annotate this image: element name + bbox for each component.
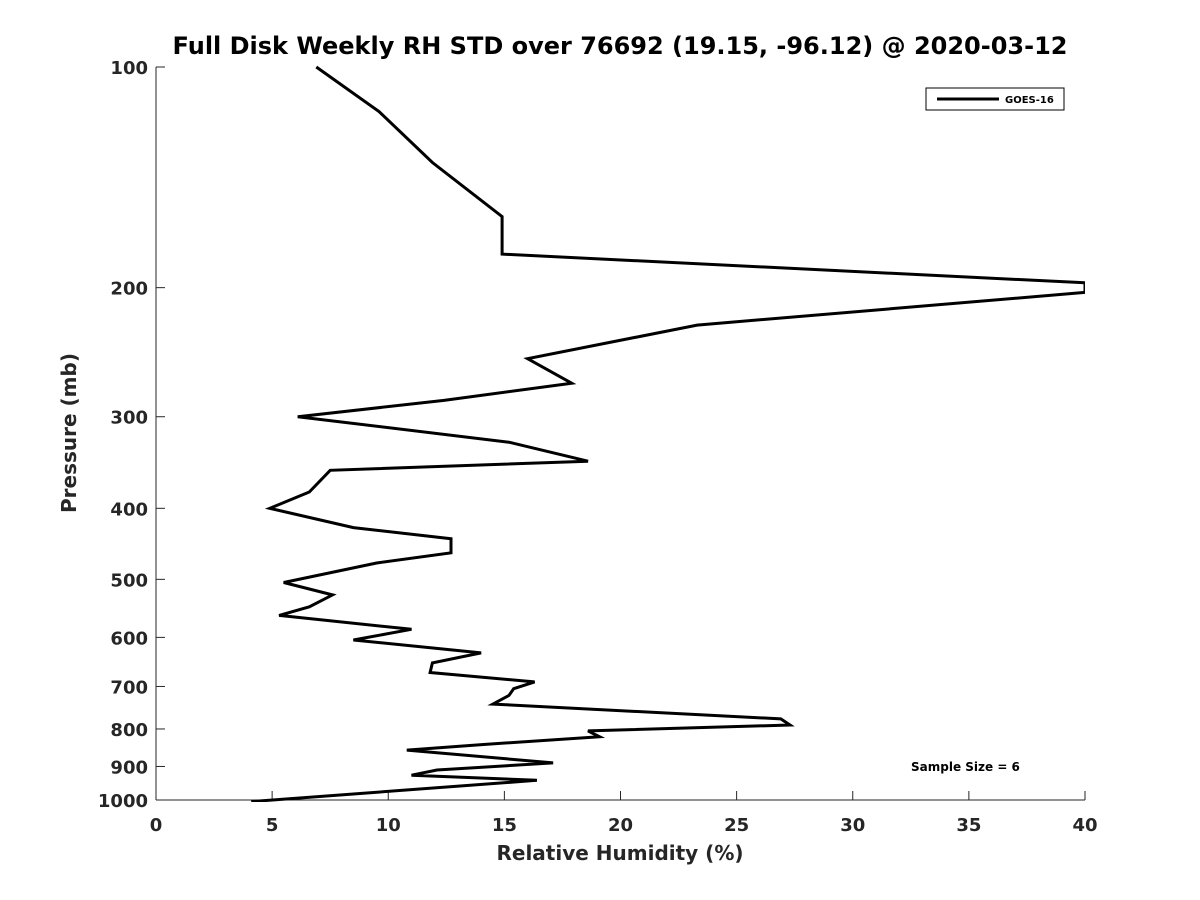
x-axis-ticks: 0 5 10 15 20 25 30 35 40 [150,791,1098,836]
x-tick-label: 10 [376,815,401,836]
x-tick-label: 5 [266,815,279,836]
y-tick-label: 400 [110,499,148,520]
x-axis-label: Relative Humidity (%) [496,841,743,865]
x-tick-label: 40 [1072,815,1097,836]
legend-label-goes-16: GOES-16 [1005,95,1054,106]
y-tick-label: 900 [110,757,148,778]
y-tick-label: 300 [110,408,148,429]
axes [155,67,1085,801]
y-tick-label: 100 [110,58,148,79]
x-tick-label: 30 [840,815,865,836]
series-line-goes-16 [251,65,1085,802]
y-tick-label: 200 [110,279,148,300]
y-axis-label: Pressure (mb) [57,353,81,513]
x-tick-label: 0 [150,815,163,836]
legend: GOES-16 [925,87,1065,111]
y-tick-label: 800 [110,720,148,741]
x-tick-label: 35 [956,815,981,836]
sample-size-annotation: Sample Size = 6 [911,760,1020,774]
y-tick-label: 600 [110,628,148,649]
y-axis-ticks: 100 200 300 400 500 600 700 800 900 1000 [98,58,165,812]
x-tick-label: 25 [724,815,749,836]
chart-title: Full Disk Weekly RH STD over 76692 (19.1… [173,32,1068,60]
y-tick-label: 1000 [98,791,148,812]
y-tick-label: 700 [110,677,148,698]
series-layer [251,65,1085,802]
x-tick-label: 20 [608,815,633,836]
x-tick-label: 15 [492,815,517,836]
y-tick-label: 500 [110,570,148,591]
